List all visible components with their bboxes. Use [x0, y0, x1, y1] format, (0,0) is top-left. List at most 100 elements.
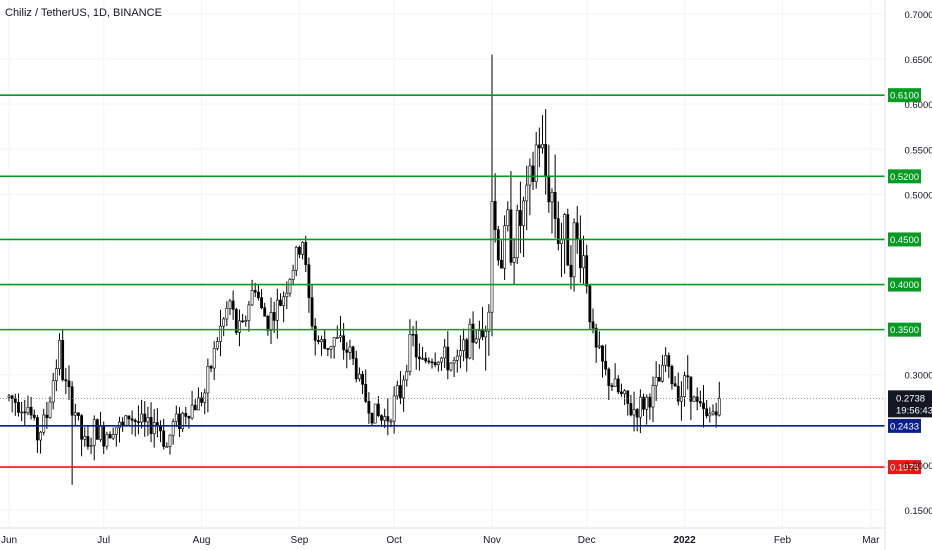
- candle-body: [702, 402, 705, 410]
- candle-body: [313, 325, 317, 341]
- level-tag: [888, 232, 921, 247]
- y-tick-label: 0.1500: [904, 506, 932, 517]
- level-tag: [888, 277, 921, 292]
- candle-body: [481, 330, 484, 338]
- candlestick-series: [7, 54, 721, 485]
- x-tick-label: Mar: [862, 535, 880, 546]
- candle-body: [421, 357, 424, 360]
- candle-body: [433, 362, 437, 366]
- candle-body: [705, 408, 709, 417]
- candle-body: [269, 312, 273, 331]
- candle-body: [468, 323, 472, 359]
- candle-body: [683, 375, 686, 398]
- candle-body: [667, 355, 671, 367]
- candle-body: [152, 422, 156, 434]
- y-tick-label: 0.5000: [904, 190, 932, 201]
- level-label: 0.6100: [890, 91, 919, 102]
- candle-body: [638, 396, 642, 418]
- x-tick-label: Oct: [386, 535, 402, 546]
- candle-body: [443, 346, 447, 359]
- candle-body: [225, 308, 229, 320]
- horizontal-levels: 0.6100 0.5200 0.4500 0.4000 0.3500 0.2433 0.19…: [0, 88, 932, 475]
- level-label: 0.3500: [890, 325, 919, 336]
- candle-body: [36, 417, 39, 441]
- level-tag: [888, 460, 921, 475]
- x-tick-label: Feb: [774, 535, 792, 546]
- candle-body: [578, 238, 582, 269]
- level-tag: [888, 88, 921, 103]
- candle-body: [118, 421, 121, 429]
- time-axis: Jun Jul Aug Sep Oct Nov Dec 2022 Feb Mar: [0, 527, 885, 546]
- candle-body: [411, 333, 415, 336]
- candle-body: [250, 290, 254, 306]
- candle-body: [629, 403, 633, 416]
- candle-body: [99, 425, 102, 440]
- candle-body: [326, 348, 330, 350]
- candle-body: [661, 364, 664, 382]
- candle-body: [354, 358, 358, 380]
- candle-body: [364, 384, 368, 402]
- candle-body: [585, 255, 589, 287]
- level-label: 0.5200: [890, 172, 919, 183]
- candle-body: [83, 436, 87, 440]
- candle-body: [310, 297, 314, 327]
- candle-body: [544, 144, 548, 177]
- candle-body: [522, 200, 525, 227]
- candle-body: [234, 309, 238, 333]
- candle-body: [263, 307, 267, 317]
- level-label: 0.4000: [890, 280, 919, 291]
- candle-body: [320, 339, 323, 343]
- candle-body: [648, 396, 652, 408]
- candle-body: [209, 366, 213, 369]
- candle-body: [474, 338, 478, 343]
- candle-body: [272, 312, 276, 321]
- candle-body: [509, 209, 513, 263]
- candle-body: [339, 335, 342, 338]
- candle-body: [298, 246, 301, 255]
- last-price-label: 0.2738: [896, 393, 925, 404]
- candle-body: [680, 396, 683, 402]
- candle-body: [266, 316, 270, 331]
- candle-body: [95, 419, 99, 440]
- candle-body: [282, 296, 286, 306]
- candle-body: [490, 201, 494, 313]
- candle-body: [51, 380, 55, 403]
- candle-body: [427, 360, 431, 363]
- x-tick-label: Aug: [193, 535, 211, 546]
- chart-title: Chiliz / TetherUS, 1D, BINANCE: [5, 7, 162, 19]
- y-tick-label: 0.2000: [904, 461, 932, 472]
- candle-body: [430, 361, 434, 364]
- candle-body: [29, 406, 33, 416]
- candle-body: [102, 425, 106, 447]
- candle-body: [228, 300, 232, 309]
- grid-lines: [0, 0, 885, 528]
- candle-body: [601, 345, 604, 362]
- candle-body: [111, 434, 115, 439]
- candle-body: [370, 412, 374, 424]
- candle-body: [459, 350, 462, 357]
- candle-body: [519, 210, 522, 227]
- candle-body: [70, 386, 74, 416]
- y-tick-label: 0.5500: [904, 145, 932, 156]
- candle-body: [121, 421, 125, 426]
- candle-body: [645, 396, 649, 410]
- countdown-label: 19:56:43: [896, 405, 932, 416]
- candle-body: [307, 264, 311, 298]
- candle-body: [108, 434, 112, 439]
- candle-body: [187, 416, 191, 419]
- candle-body: [531, 165, 535, 182]
- candle-body: [698, 401, 702, 404]
- candle-body: [137, 421, 140, 423]
- candle-body: [54, 368, 58, 381]
- candle-body: [594, 327, 598, 348]
- candle-body: [92, 419, 96, 446]
- candle-body: [626, 390, 630, 404]
- candle-body: [212, 348, 216, 369]
- candle-body: [657, 377, 661, 382]
- candle-body: [392, 395, 396, 422]
- candle-body: [383, 416, 387, 421]
- candle-body: [386, 416, 390, 422]
- candle-body: [664, 355, 668, 366]
- candle-body: [279, 299, 282, 306]
